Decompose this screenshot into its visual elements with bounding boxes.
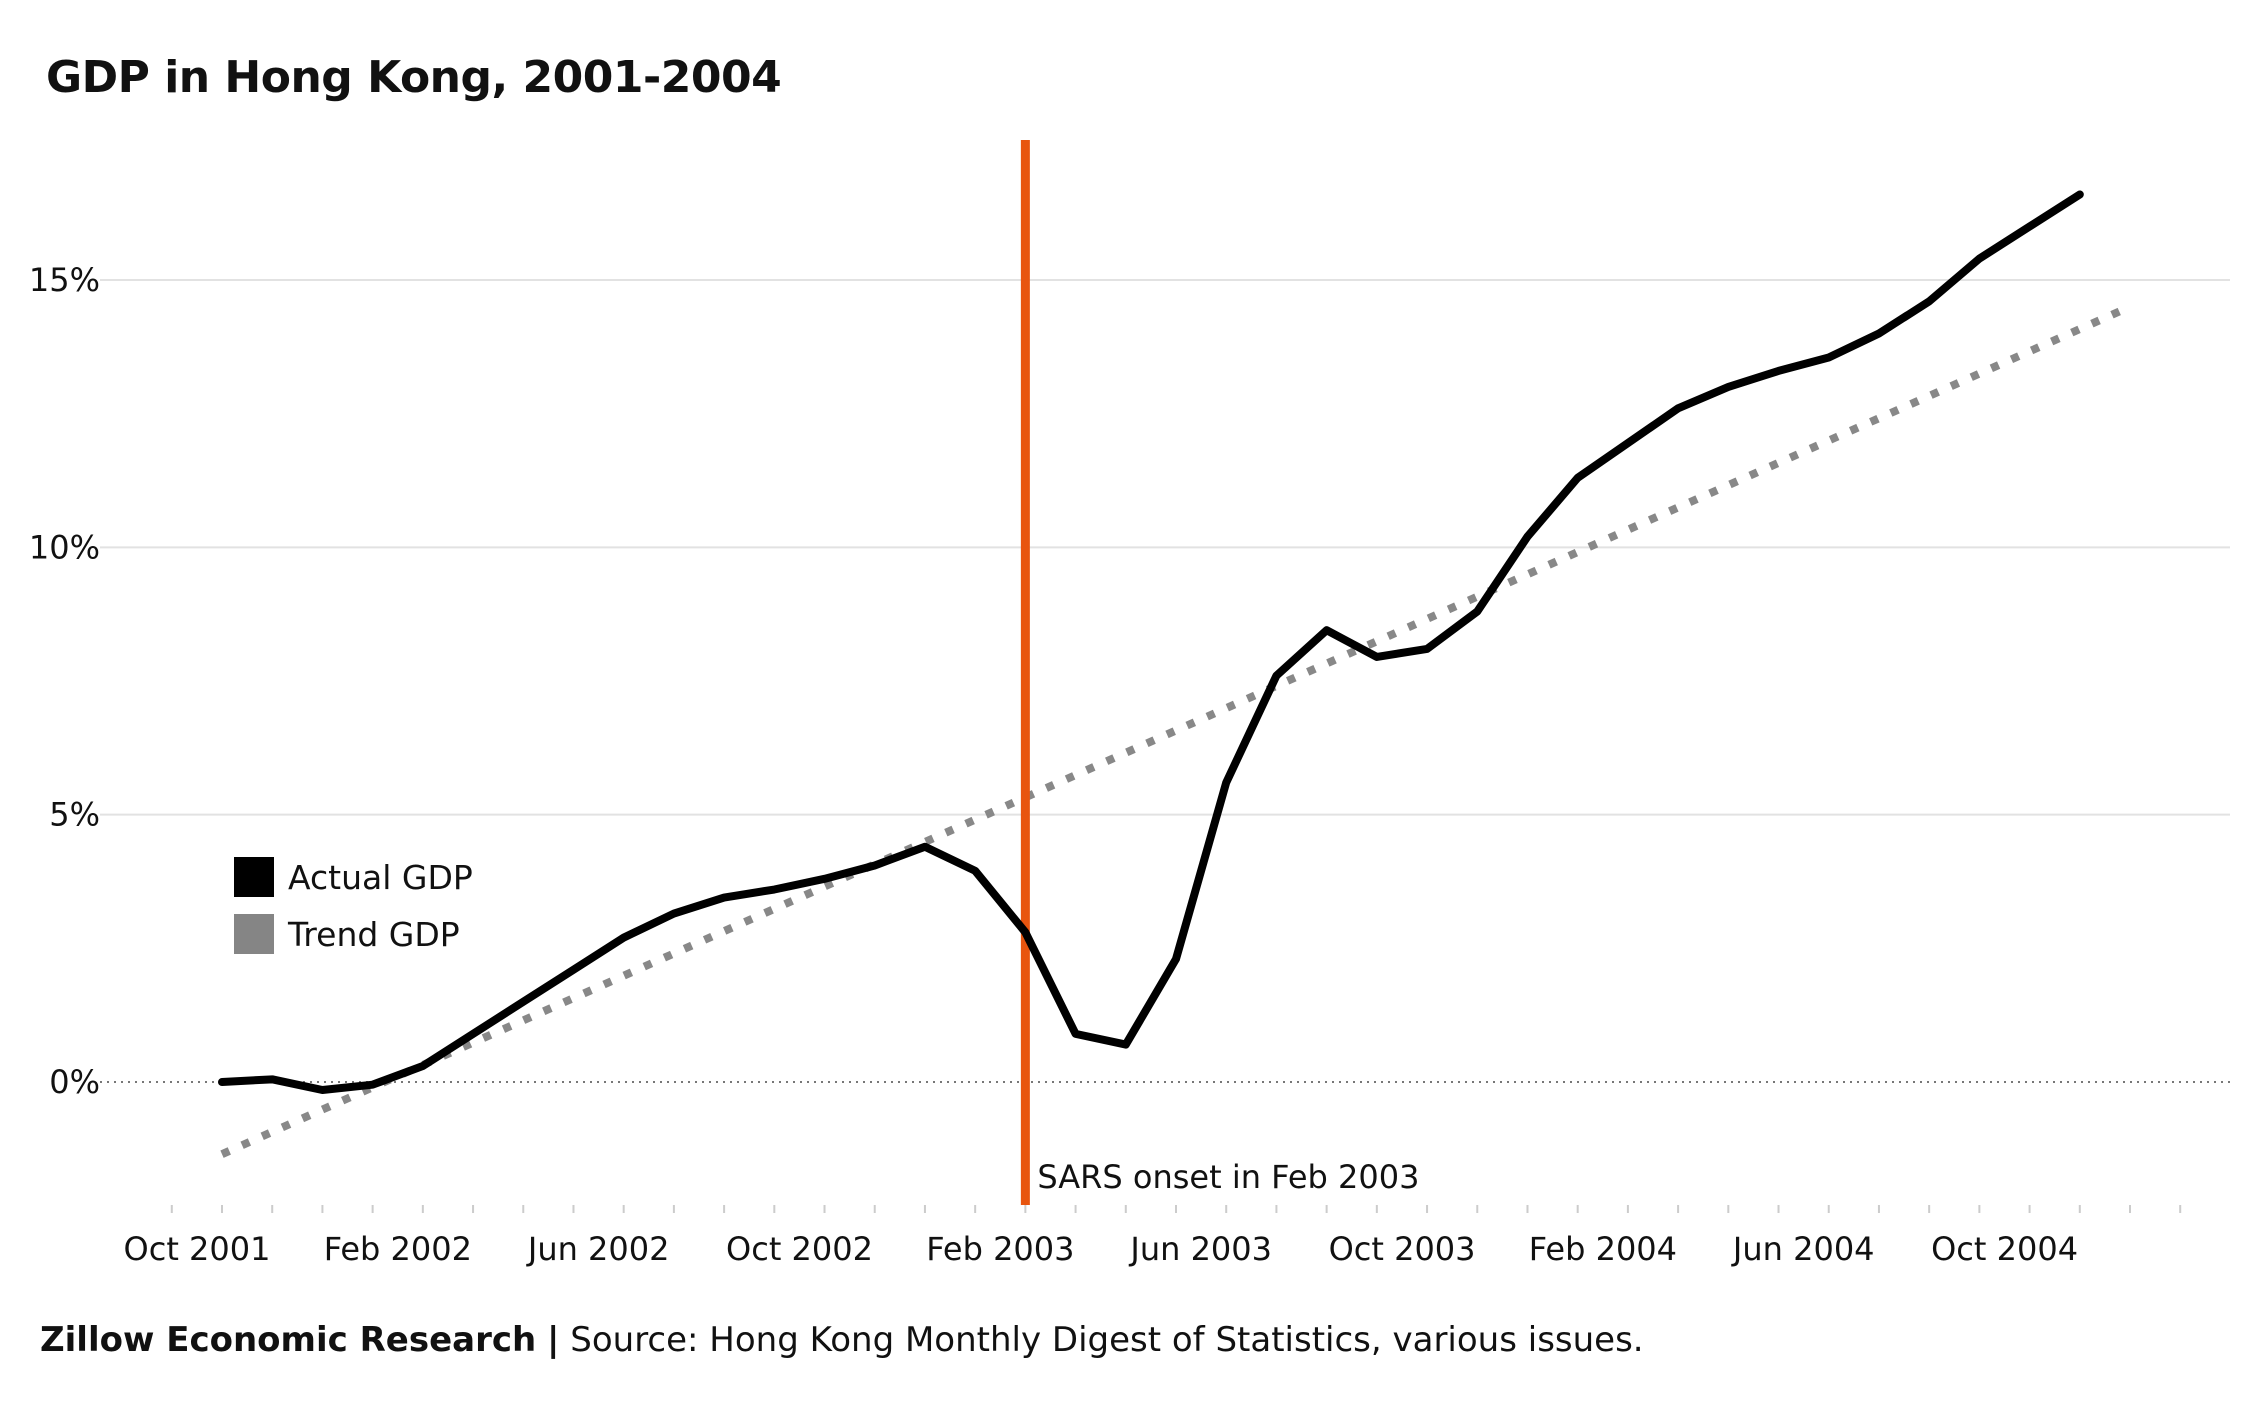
footer-separator: | xyxy=(547,1320,560,1360)
x-tick-label: Feb 2003 xyxy=(926,1230,1074,1268)
x-tick-label: Feb 2002 xyxy=(324,1230,472,1268)
footer: Zillow Economic Research | Source: Hong … xyxy=(40,1320,1644,1360)
legend-label: Trend GDP xyxy=(287,915,460,954)
x-tick-label: Oct 2001 xyxy=(124,1230,271,1268)
legend-swatch xyxy=(234,914,274,954)
y-tick-label: 10% xyxy=(29,528,100,566)
legend-swatch xyxy=(234,857,274,897)
gridlines xyxy=(100,279,2230,816)
footer-org: Zillow Economic Research xyxy=(40,1320,537,1360)
y-tick-label: 15% xyxy=(29,261,100,299)
x-tick-label: Oct 2003 xyxy=(1329,1230,1476,1268)
legend-label: Actual GDP xyxy=(288,858,473,897)
trend-gdp-line xyxy=(220,303,2132,1158)
sars-annotation-label: SARS onset in Feb 2003 xyxy=(1037,1158,1419,1196)
x-tick-label: Oct 2002 xyxy=(726,1230,873,1268)
x-tick-label: Feb 2004 xyxy=(1529,1230,1677,1268)
y-tick-label: 0% xyxy=(49,1063,100,1101)
actual-gdp-series xyxy=(218,190,2084,1095)
x-tick-label: Jun 2002 xyxy=(526,1230,670,1268)
y-axis: 0% 5% 10% 15% xyxy=(29,261,100,1101)
sars-annotation: SARS onset in Feb 2003 xyxy=(1020,140,1419,1205)
x-tick-label: Oct 2004 xyxy=(1931,1230,2078,1268)
footer-source: Source: Hong Kong Monthly Digest of Stat… xyxy=(570,1320,1644,1360)
x-tick-label: Jun 2003 xyxy=(1128,1230,1272,1268)
y-tick-label: 5% xyxy=(49,796,100,834)
x-axis: Oct 2001 Feb 2002 Jun 2002 Oct 2002 Feb 2003… xyxy=(124,1205,2182,1268)
legend: Actual GDP Trend GDP xyxy=(234,857,473,954)
chart-title: GDP in Hong Kong, 2001-2004 xyxy=(46,52,782,103)
trend-gdp-series xyxy=(220,303,2132,1158)
actual-gdp-line xyxy=(218,190,2084,1095)
x-tick-label: Jun 2004 xyxy=(1731,1230,1875,1268)
